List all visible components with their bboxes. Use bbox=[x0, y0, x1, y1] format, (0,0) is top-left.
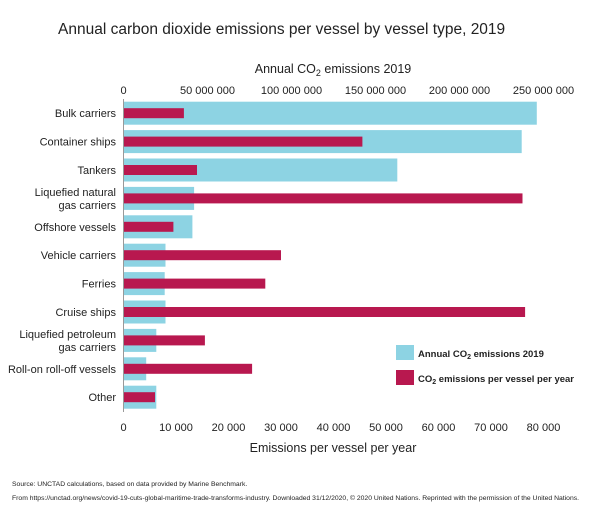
category-label-line: Vehicle carriers bbox=[41, 250, 117, 262]
category-label-line: Roll-on roll-off vessels bbox=[8, 364, 117, 376]
top-axis-title-base: Annual CO bbox=[255, 62, 316, 76]
bottom-tick-label: 40 000 bbox=[317, 422, 351, 434]
bar-per-vessel-roll-on-roll-off-vessels bbox=[123, 363, 253, 374]
category-label-line: Container ships bbox=[40, 137, 117, 149]
category-label-line: gas carriers bbox=[59, 200, 117, 212]
bottom-tick-label: 20 000 bbox=[212, 422, 246, 434]
category-label-vehicle-carriers: Vehicle carriers bbox=[41, 250, 117, 262]
category-label-tankers: Tankers bbox=[77, 165, 116, 177]
bottom-axis-ticks: 0 10 000 20 000 30 000 40 000 50 000 60 000 70 … bbox=[120, 422, 560, 434]
top-axis-title-rest: emissions 2019 bbox=[321, 62, 411, 76]
category-label-offshore-vessels: Offshore vessels bbox=[34, 222, 116, 234]
legend-annual-base: Annual CO bbox=[418, 349, 467, 360]
bottom-tick-label: 0 bbox=[120, 422, 126, 434]
chart-title: Annual carbon dioxide emissions per vess… bbox=[58, 21, 505, 38]
category-label-line: Liquefied petroleum bbox=[19, 329, 116, 341]
top-tick-label: 150 000 000 bbox=[345, 85, 406, 97]
bar-annual-bulk-carriers bbox=[123, 101, 537, 125]
bar-per-vessel-container-ships bbox=[123, 136, 363, 147]
top-tick-label: 200 000 000 bbox=[429, 85, 490, 97]
top-tick-label: 100 000 000 bbox=[261, 85, 322, 97]
legend-per-vessel-base: CO bbox=[418, 374, 432, 385]
category-label-line: gas carriers bbox=[59, 342, 117, 354]
legend-label-per-vessel: CO2 emissions per vessel per year bbox=[418, 374, 574, 386]
legend-annual-rest: emissions 2019 bbox=[471, 349, 544, 360]
legend-per-vessel-sub: 2 bbox=[432, 379, 436, 386]
bottom-tick-label: 10 000 bbox=[159, 422, 193, 434]
legend-per-vessel-rest: emissions per vessel per year bbox=[436, 374, 574, 385]
legend-swatch-annual bbox=[396, 345, 414, 360]
bar-per-vessel-bulk-carriers bbox=[123, 108, 184, 119]
top-axis-title-sub: 2 bbox=[316, 68, 321, 78]
bar-per-vessel-liquefied-natural-gas-carriers bbox=[123, 193, 523, 204]
credit-note: From https://unctad.org/news/covid-19-cu… bbox=[12, 494, 579, 502]
top-tick-label: 250 000 000 bbox=[513, 85, 574, 97]
bottom-axis-title: Emissions per vessel per year bbox=[250, 441, 417, 455]
top-tick-label: 50 000 000 bbox=[180, 85, 235, 97]
category-label-roll-on-roll-off-vessels: Roll-on roll-off vessels bbox=[8, 364, 117, 376]
top-axis-ticks: 0 50 000 000 100 000 000 150 000 000 200 000… bbox=[120, 85, 574, 97]
category-label-ferries: Ferries bbox=[82, 279, 117, 291]
category-label-container-ships: Container ships bbox=[40, 137, 117, 149]
category-label-line: Offshore vessels bbox=[34, 222, 116, 234]
bars bbox=[123, 101, 537, 409]
bar-annual-tankers bbox=[123, 158, 398, 182]
top-tick-label: 0 bbox=[120, 85, 126, 97]
category-labels: Bulk carriers Container ships Tankers Lique… bbox=[8, 108, 117, 404]
bottom-tick-label: 80 000 bbox=[527, 422, 561, 434]
legend-annual-sub: 2 bbox=[467, 354, 471, 361]
category-label-cruise-ships: Cruise ships bbox=[55, 307, 116, 319]
bar-per-vessel-other bbox=[123, 392, 155, 403]
category-label-bulk-carriers: Bulk carriers bbox=[55, 108, 117, 120]
bar-per-vessel-vehicle-carriers bbox=[123, 250, 281, 261]
category-label-line: Ferries bbox=[82, 279, 117, 291]
category-label-line: Other bbox=[88, 392, 116, 404]
source-note: Source: UNCTAD calculations, based on da… bbox=[12, 481, 247, 488]
legend-swatch-per-vessel bbox=[396, 370, 414, 385]
category-label-line: Liquefied natural bbox=[35, 187, 116, 199]
category-label-liquefied-natural-gas-carriers: Liquefied natural gas carriers bbox=[35, 187, 117, 212]
category-label-liquefied-petroleum-gas-carriers: Liquefied petroleum gas carriers bbox=[19, 329, 116, 354]
bar-per-vessel-offshore-vessels bbox=[123, 221, 174, 232]
category-label-line: Bulk carriers bbox=[55, 108, 117, 120]
bottom-tick-label: 70 000 bbox=[474, 422, 508, 434]
bar-per-vessel-tankers bbox=[123, 165, 197, 175]
top-axis-title: Annual CO2 emissions 2019 bbox=[255, 62, 412, 78]
category-label-line: Cruise ships bbox=[55, 307, 116, 319]
bar-per-vessel-ferries bbox=[123, 278, 266, 289]
bar-per-vessel-liquefied-petroleum-gas-carriers bbox=[123, 335, 205, 346]
legend-label-annual: Annual CO2 emissions 2019 bbox=[418, 349, 544, 361]
bottom-tick-label: 60 000 bbox=[422, 422, 456, 434]
bottom-tick-label: 30 000 bbox=[264, 422, 298, 434]
legend: Annual CO2 emissions 2019 CO2 emissions … bbox=[396, 345, 574, 386]
category-label-line: Tankers bbox=[77, 165, 116, 177]
bar-per-vessel-cruise-ships bbox=[123, 307, 526, 317]
category-label-other: Other bbox=[88, 392, 116, 404]
bottom-tick-label: 50 000 bbox=[369, 422, 403, 434]
